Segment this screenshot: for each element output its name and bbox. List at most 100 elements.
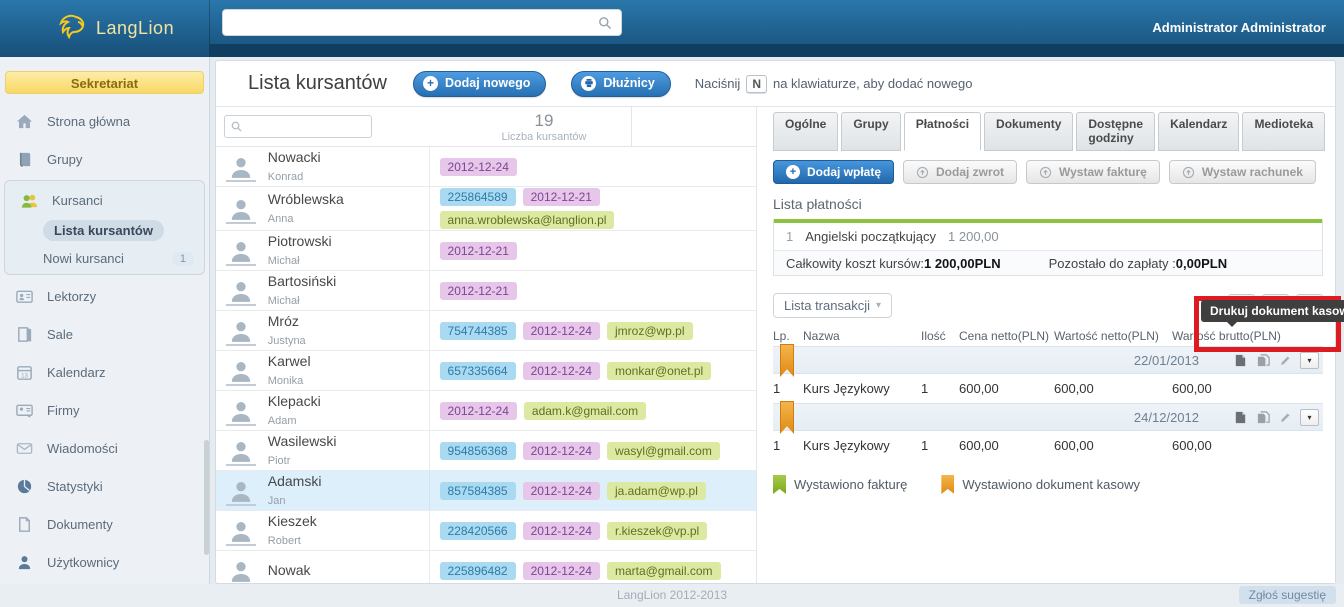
student-row[interactable]: Bartosiński Michał 2012-12-21 [216,271,756,311]
sidebar-item-firmy[interactable]: Firmy [0,391,209,429]
tab-platnosci[interactable]: Płatności [903,112,982,151]
transaction-row[interactable]: 1 Kurs Językowy 1 600,00 600,00 600,00 [773,374,1323,403]
phone-badge: 225864589 [439,188,516,206]
student-row[interactable]: Nowacki Konrad 2012-12-24 [216,147,756,187]
transaction-group-header[interactable]: 24/12/2012 ▾ [773,401,1323,434]
id-card-icon [15,287,34,306]
cell-price: 600,00 [959,381,999,396]
student-first-name: Michał [267,294,300,307]
app-logo[interactable]: LangLion [0,0,210,57]
student-row[interactable]: Klepacki Adam 2012-12-24 adam.k@gmail.com [216,391,756,431]
pie-chart-icon [15,477,34,496]
sidebar-item-statystyki[interactable]: Statystyki [0,467,209,505]
col-wartosc-netto: Wartość netto(PLN) [1054,328,1159,343]
student-row[interactable]: Karwel Monika 657335664 2012-12-24 monkar@o… [216,351,756,391]
tab-ogolne[interactable]: Ogólne [773,112,839,151]
row-dropdown-button[interactable]: ▾ [1300,351,1319,369]
sidebar-item-strona-glowna[interactable]: Strona główna [0,102,209,140]
global-search[interactable] [222,9,622,36]
student-first-name: Robert [267,534,301,547]
global-search-input[interactable] [223,10,597,35]
sidebar-item-label: Dokumenty [47,516,113,532]
cell-gross: 600,00 [1172,438,1212,453]
sidebar-item-grupy[interactable]: Grupy [0,140,209,178]
tab-kalendarz[interactable]: Kalendarz [1158,112,1240,151]
row-dropdown-button[interactable]: ▾ [1300,408,1319,426]
transactions-dropdown[interactable]: Lista transakcji ▾ [773,293,893,318]
door-icon [15,325,34,344]
add-student-button[interactable]: + Dodaj nowego [412,70,547,97]
student-last-name: Nowak [267,561,311,578]
col-lp: Lp. [773,328,790,343]
sidebar-subitem-nowi-kursanci[interactable]: Nowi kursanci 1 [43,251,194,266]
print-cash-document-icon[interactable] [1233,410,1248,425]
avatar [226,356,256,386]
student-last-name: Bartosiński [267,272,337,289]
edit-pencil-icon[interactable] [1279,411,1292,424]
student-search[interactable] [224,115,372,138]
calendar-icon: 13 [15,363,34,382]
lion-logo-icon [52,10,94,48]
chevron-down-icon: ▾ [875,300,882,311]
search-icon[interactable] [597,15,613,31]
copy-document-icon[interactable] [1256,410,1271,425]
course-number: 1 [786,229,794,244]
sidebar-item-uzytkownicy[interactable]: Użytkownicy [0,543,209,581]
edit-pencil-icon[interactable] [1279,354,1292,367]
cell-qty: 1 [921,381,929,396]
print-cash-document-icon[interactable] [1233,353,1248,368]
date-badge: 2012-12-24 [522,321,600,340]
total-cost-value: 1 200,00PLN [923,255,1001,271]
details-tabs: Ogólne Grupy Płatności Dokumenty Dostępn… [773,112,1326,151]
debtors-button[interactable]: Dłużnicy [571,70,671,97]
transaction-row-actions: ▾ [1233,351,1319,369]
course-price: 1 200,00 [948,229,999,244]
sidebar-item-dokumenty[interactable]: Dokumenty [0,505,209,543]
issue-invoice-button[interactable]: Wystaw fakturę [1026,160,1160,184]
add-payment-button[interactable]: + Dodaj wpłatę [773,160,895,184]
tab-dokumenty[interactable]: Dokumenty [984,112,1074,151]
tab-grupy[interactable]: Grupy [841,112,901,151]
totals-row: Całkowity koszt kursów: 1 200,00PLN Pozo… [774,250,1322,275]
sidebar-section-sekretariat[interactable]: Sekretariat [5,71,204,94]
student-row[interactable]: Mróz Justyna 754744385 2012-12-24 jmroz@wp.… [216,311,756,351]
tab-dostepne-godziny[interactable]: Dostępne godziny [1076,112,1156,151]
keyboard-hint: Naciśnij N na klawiaturze, aby dodać now… [695,74,972,93]
student-last-name: Piotrowski [267,232,332,249]
sidebar-item-wiadomosci[interactable]: Wiadomości [0,429,209,467]
tab-medioteka[interactable]: Medioteka [1242,112,1326,151]
transaction-row[interactable]: 1 Kurs Językowy 1 600,00 600,00 600,00 [773,431,1323,460]
avatar [226,436,256,466]
sidebar-subitem-label: Nowi kursanci [43,251,124,266]
student-row[interactable]: Wasilewski Piotr 954856368 2012-12-24 wasyl… [216,431,756,471]
student-row-selected[interactable]: Adamski Jan 857584385 2012-12-24 ja.adam@wp… [216,471,756,511]
student-row[interactable]: Kieszek Robert 228420566 2012-12-24 r.kiesz… [216,511,756,551]
student-row[interactable]: Wróblewska Anna 225864589 2012-12-21 anna.w… [216,187,756,231]
sidebar-item-sale[interactable]: Sale [0,315,209,353]
phone-badge: 225896482 [439,561,516,580]
student-search-input[interactable] [243,119,371,134]
student-first-name: Justyna [267,334,306,347]
current-user[interactable]: Administrator Administrator [1152,20,1326,35]
cell-net: 600,00 [1054,381,1094,396]
add-refund-button[interactable]: Dodaj zwrot [903,160,1018,184]
issue-bill-button[interactable]: Wystaw rachunek [1168,160,1316,184]
cash-document-ribbon-icon [780,344,794,377]
payment-actions: + Dodaj wpłatę Dodaj zwrot Wystaw faktur… [773,160,1323,184]
student-row[interactable]: Nowak 225896482 2012-12-24 marta@gmail.com [216,551,756,583]
cell-net: 600,00 [1054,438,1094,453]
student-row[interactable]: Piotrowski Michał 2012-12-21 [216,231,756,271]
suggest-button[interactable]: Zgłoś sugestię [1238,586,1336,604]
sidebar-item-lektorzy[interactable]: Lektorzy [0,277,209,315]
sidebar-subitem-lista-kursantow[interactable]: Lista kursantów [43,220,164,241]
course-row[interactable]: 1 Angielski początkujący 1 200,00 [774,223,1322,250]
sidebar-item-kalendarz[interactable]: 13 Kalendarz [0,353,209,391]
student-count-label: Liczba kursantów [501,130,587,143]
sidebar-item-label: Wiadomości [47,440,118,456]
course-summary: 1 Angielski początkujący 1 200,00 Całkow… [773,219,1323,276]
avatar [226,556,256,584]
user-icon [15,553,34,572]
sidebar-scrollbar[interactable] [204,440,209,555]
copy-document-icon[interactable] [1256,353,1271,368]
sidebar-item-kursanci[interactable]: Kursanci [5,181,204,219]
